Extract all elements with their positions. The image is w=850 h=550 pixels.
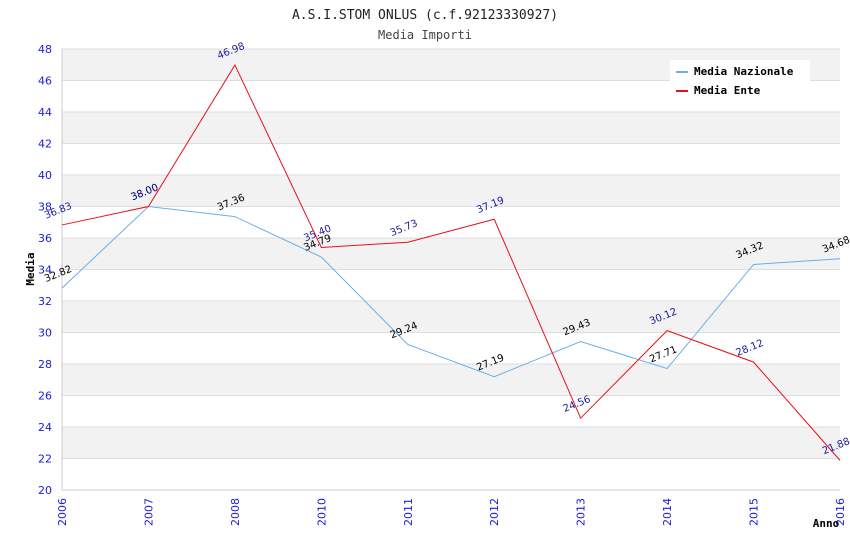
- grid-band: [62, 238, 840, 270]
- y-tick-label: 24: [38, 421, 52, 434]
- chart-subtitle: Media Importi: [378, 28, 472, 42]
- x-tick-label: 2014: [661, 498, 674, 526]
- y-tick-label: 42: [38, 138, 52, 151]
- x-tick-label: 2012: [488, 498, 501, 526]
- x-tick-label: 2007: [142, 498, 155, 526]
- x-tick-labels: 2006 2007 2008 2010 2011 2012 2013 2014 2015 2016: [56, 498, 847, 526]
- y-tick-label: 46: [38, 75, 52, 88]
- x-tick-label: 2006: [56, 498, 69, 526]
- data-label: 27.71: [648, 344, 679, 365]
- series-line-media-nazionale: [61, 205, 841, 378]
- x-tick-label: 2015: [748, 498, 761, 526]
- grid-lines: [62, 48, 840, 491]
- y-tick-label: 38: [38, 201, 52, 214]
- y-tick-label: 40: [38, 169, 52, 182]
- grid-band: [62, 301, 840, 333]
- grid-band: [62, 364, 840, 396]
- legend-background: [670, 60, 810, 100]
- grid-bands: [62, 49, 840, 459]
- y-tick-labels: 20 22 24 26 28 30 32 34 36 38 40 42 44 46 48: [38, 43, 52, 497]
- data-label: 28.12: [735, 338, 766, 359]
- y-tick-label: 48: [38, 43, 52, 56]
- legend: Media Nazionale Media Ente: [670, 60, 810, 100]
- legend-label-media-nazionale: Media Nazionale: [694, 65, 794, 78]
- y-tick-label: 22: [38, 453, 52, 466]
- legend-label-media-ente: Media Ente: [694, 84, 761, 97]
- x-tick-label: 2016: [834, 498, 847, 526]
- grid-band: [62, 427, 840, 459]
- series-lines: [61, 64, 841, 461]
- axes: [61, 49, 840, 491]
- series-line-media-ente: [61, 64, 841, 461]
- y-tick-label: 30: [38, 327, 52, 340]
- y-tick-label: 26: [38, 390, 52, 403]
- y-tick-label: 20: [38, 484, 52, 497]
- x-axis-label: Anno: [813, 517, 840, 530]
- y-tick-label: 32: [38, 295, 52, 308]
- grid-band: [62, 112, 840, 144]
- y-tick-label: 28: [38, 358, 52, 371]
- x-tick-label: 2010: [315, 498, 328, 526]
- x-tick-label: 2013: [575, 498, 588, 526]
- x-tick-label: 2008: [229, 498, 242, 526]
- grid-band: [62, 175, 840, 207]
- x-tick-label: 2011: [402, 498, 415, 526]
- chart-title: A.S.I.STOM ONLUS (c.f.92123330927): [292, 8, 558, 23]
- y-tick-label: 36: [38, 232, 52, 245]
- y-tick-label: 34: [38, 264, 52, 277]
- data-label: 24.56: [562, 394, 593, 415]
- y-axis-label: Media: [24, 252, 37, 285]
- y-tick-label: 44: [38, 106, 52, 119]
- data-label: 35.73: [389, 218, 420, 239]
